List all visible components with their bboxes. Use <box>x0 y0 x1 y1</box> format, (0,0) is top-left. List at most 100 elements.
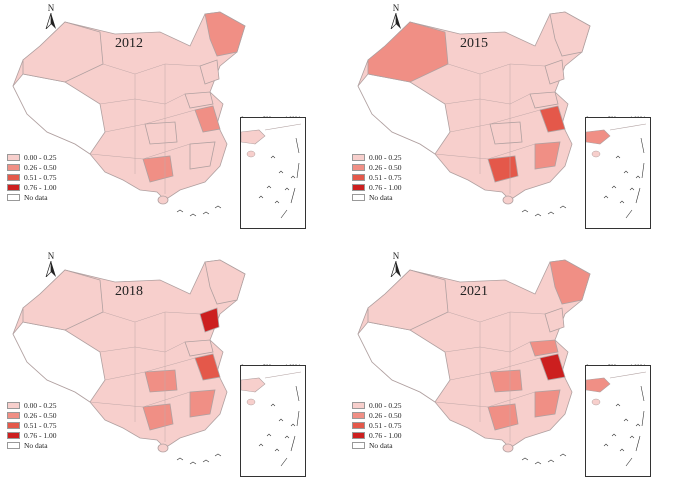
region-jiangsu <box>194 105 221 133</box>
region-southeast <box>189 141 216 170</box>
legend-swatch <box>7 411 20 419</box>
south-china-sea-inset <box>585 117 651 229</box>
map-legend: 0.00 - 0.25 0.26 - 0.50 0.51 - 0.75 0.76 - … <box>352 152 402 202</box>
region-liaoning <box>199 307 220 333</box>
legend-label: 0.00 - 0.25 <box>24 400 57 410</box>
legend-label: 0.51 - 0.75 <box>369 420 402 430</box>
legend-swatch <box>7 441 20 449</box>
legend-item: 0.26 - 0.50 <box>352 162 402 172</box>
map-year-title: 2012 <box>115 36 143 51</box>
legend-item: 0.00 - 0.25 <box>7 152 57 162</box>
map-panel-2015: 2015N05001,000 km0.00 - 0.250.26 - 0.500… <box>350 4 680 236</box>
legend-label: 0.26 - 0.50 <box>24 162 57 172</box>
region-northwest <box>22 269 104 331</box>
china-map <box>12 11 246 217</box>
legend-item: No data <box>7 192 57 202</box>
north-arrow-icon: N <box>387 4 405 34</box>
region-shandong <box>529 91 559 109</box>
legend-swatch <box>352 153 365 161</box>
region-central <box>144 121 178 145</box>
region-northwest <box>367 21 449 83</box>
legend-label: 0.26 - 0.50 <box>369 410 402 420</box>
region-southeast <box>534 389 561 418</box>
legend-swatch <box>7 193 20 201</box>
map-year-title: 2021 <box>460 284 488 299</box>
legend-label: No data <box>369 440 393 450</box>
legend-item: 0.51 - 0.75 <box>352 420 402 430</box>
legend-label: 0.26 - 0.50 <box>24 410 57 420</box>
legend-label: No data <box>24 192 48 202</box>
legend-item: 0.76 - 1.00 <box>352 430 402 440</box>
region-liaoning <box>544 307 565 333</box>
legend-item: No data <box>352 192 402 202</box>
region-south <box>487 403 519 431</box>
region-northeast <box>549 259 591 305</box>
region-northwest <box>22 21 104 83</box>
legend-item: 0.76 - 1.00 <box>352 182 402 192</box>
region-hainan <box>157 195 169 205</box>
region-liaoning <box>544 59 565 85</box>
south-china-sea-inset <box>240 117 306 229</box>
south-china-sea-inset <box>585 365 651 477</box>
region-northeast <box>204 259 246 305</box>
china-map <box>12 259 246 465</box>
region-jiangsu <box>539 353 566 381</box>
region-central <box>489 369 523 393</box>
map-legend: 0.00 - 0.25 0.26 - 0.50 0.51 - 0.75 0.76 - … <box>352 400 402 450</box>
legend-label: 0.76 - 1.00 <box>24 182 57 192</box>
legend-label: 0.51 - 0.75 <box>369 172 402 182</box>
region-hainan <box>502 195 514 205</box>
north-label: N <box>47 3 55 13</box>
north-label: N <box>47 251 55 261</box>
region-south <box>487 155 519 183</box>
legend-swatch <box>352 193 365 201</box>
north-arrow-icon: N <box>42 4 60 34</box>
legend-swatch <box>7 431 20 439</box>
legend-swatch <box>352 401 365 409</box>
legend-label: 0.00 - 0.25 <box>369 400 402 410</box>
map-legend: 0.00 - 0.25 0.26 - 0.50 0.51 - 0.75 0.76 - … <box>7 152 57 202</box>
legend-swatch <box>352 183 365 191</box>
legend-label: 0.76 - 1.00 <box>369 430 402 440</box>
legend-item: 0.51 - 0.75 <box>7 420 57 430</box>
legend-label: 0.26 - 0.50 <box>369 162 402 172</box>
legend-item: 0.26 - 0.50 <box>7 162 57 172</box>
legend-swatch <box>7 421 20 429</box>
region-jiangsu <box>539 105 566 133</box>
map-panel-2021: 2021N05001,000 km0.00 - 0.250.26 - 0.500… <box>350 252 680 484</box>
china-map <box>357 11 591 217</box>
legend-swatch <box>7 401 20 409</box>
region-south <box>142 403 174 431</box>
legend-item: 0.00 - 0.25 <box>352 152 402 162</box>
legend-label: 0.76 - 1.00 <box>24 430 57 440</box>
south-china-sea-inset <box>240 365 306 477</box>
legend-swatch <box>352 411 365 419</box>
region-central <box>489 121 523 145</box>
north-label: N <box>392 3 400 13</box>
legend-item: 0.51 - 0.75 <box>352 172 402 182</box>
region-central <box>144 369 178 393</box>
legend-label: 0.00 - 0.25 <box>24 152 57 162</box>
legend-swatch <box>352 173 365 181</box>
map-year-title: 2018 <box>115 284 143 299</box>
legend-item: No data <box>7 440 57 450</box>
region-shandong <box>184 339 214 357</box>
map-year-title: 2015 <box>460 36 488 51</box>
legend-item: 0.51 - 0.75 <box>7 172 57 182</box>
legend-label: No data <box>369 192 393 202</box>
legend-item: 0.26 - 0.50 <box>352 410 402 420</box>
region-southeast <box>534 141 561 170</box>
region-hainan <box>157 443 169 453</box>
legend-item: 0.76 - 1.00 <box>7 430 57 440</box>
legend-swatch <box>7 163 20 171</box>
legend-swatch <box>352 421 365 429</box>
map-panel-2018: 2018N05001,000 km0.00 - 0.250.26 - 0.500… <box>5 252 335 484</box>
legend-item: No data <box>352 440 402 450</box>
legend-swatch <box>7 183 20 191</box>
region-northeast <box>204 11 246 57</box>
region-hainan <box>502 443 514 453</box>
china-map <box>357 259 591 465</box>
legend-label: 0.76 - 1.00 <box>369 182 402 192</box>
region-shandong <box>184 91 214 109</box>
legend-label: 0.00 - 0.25 <box>369 152 402 162</box>
